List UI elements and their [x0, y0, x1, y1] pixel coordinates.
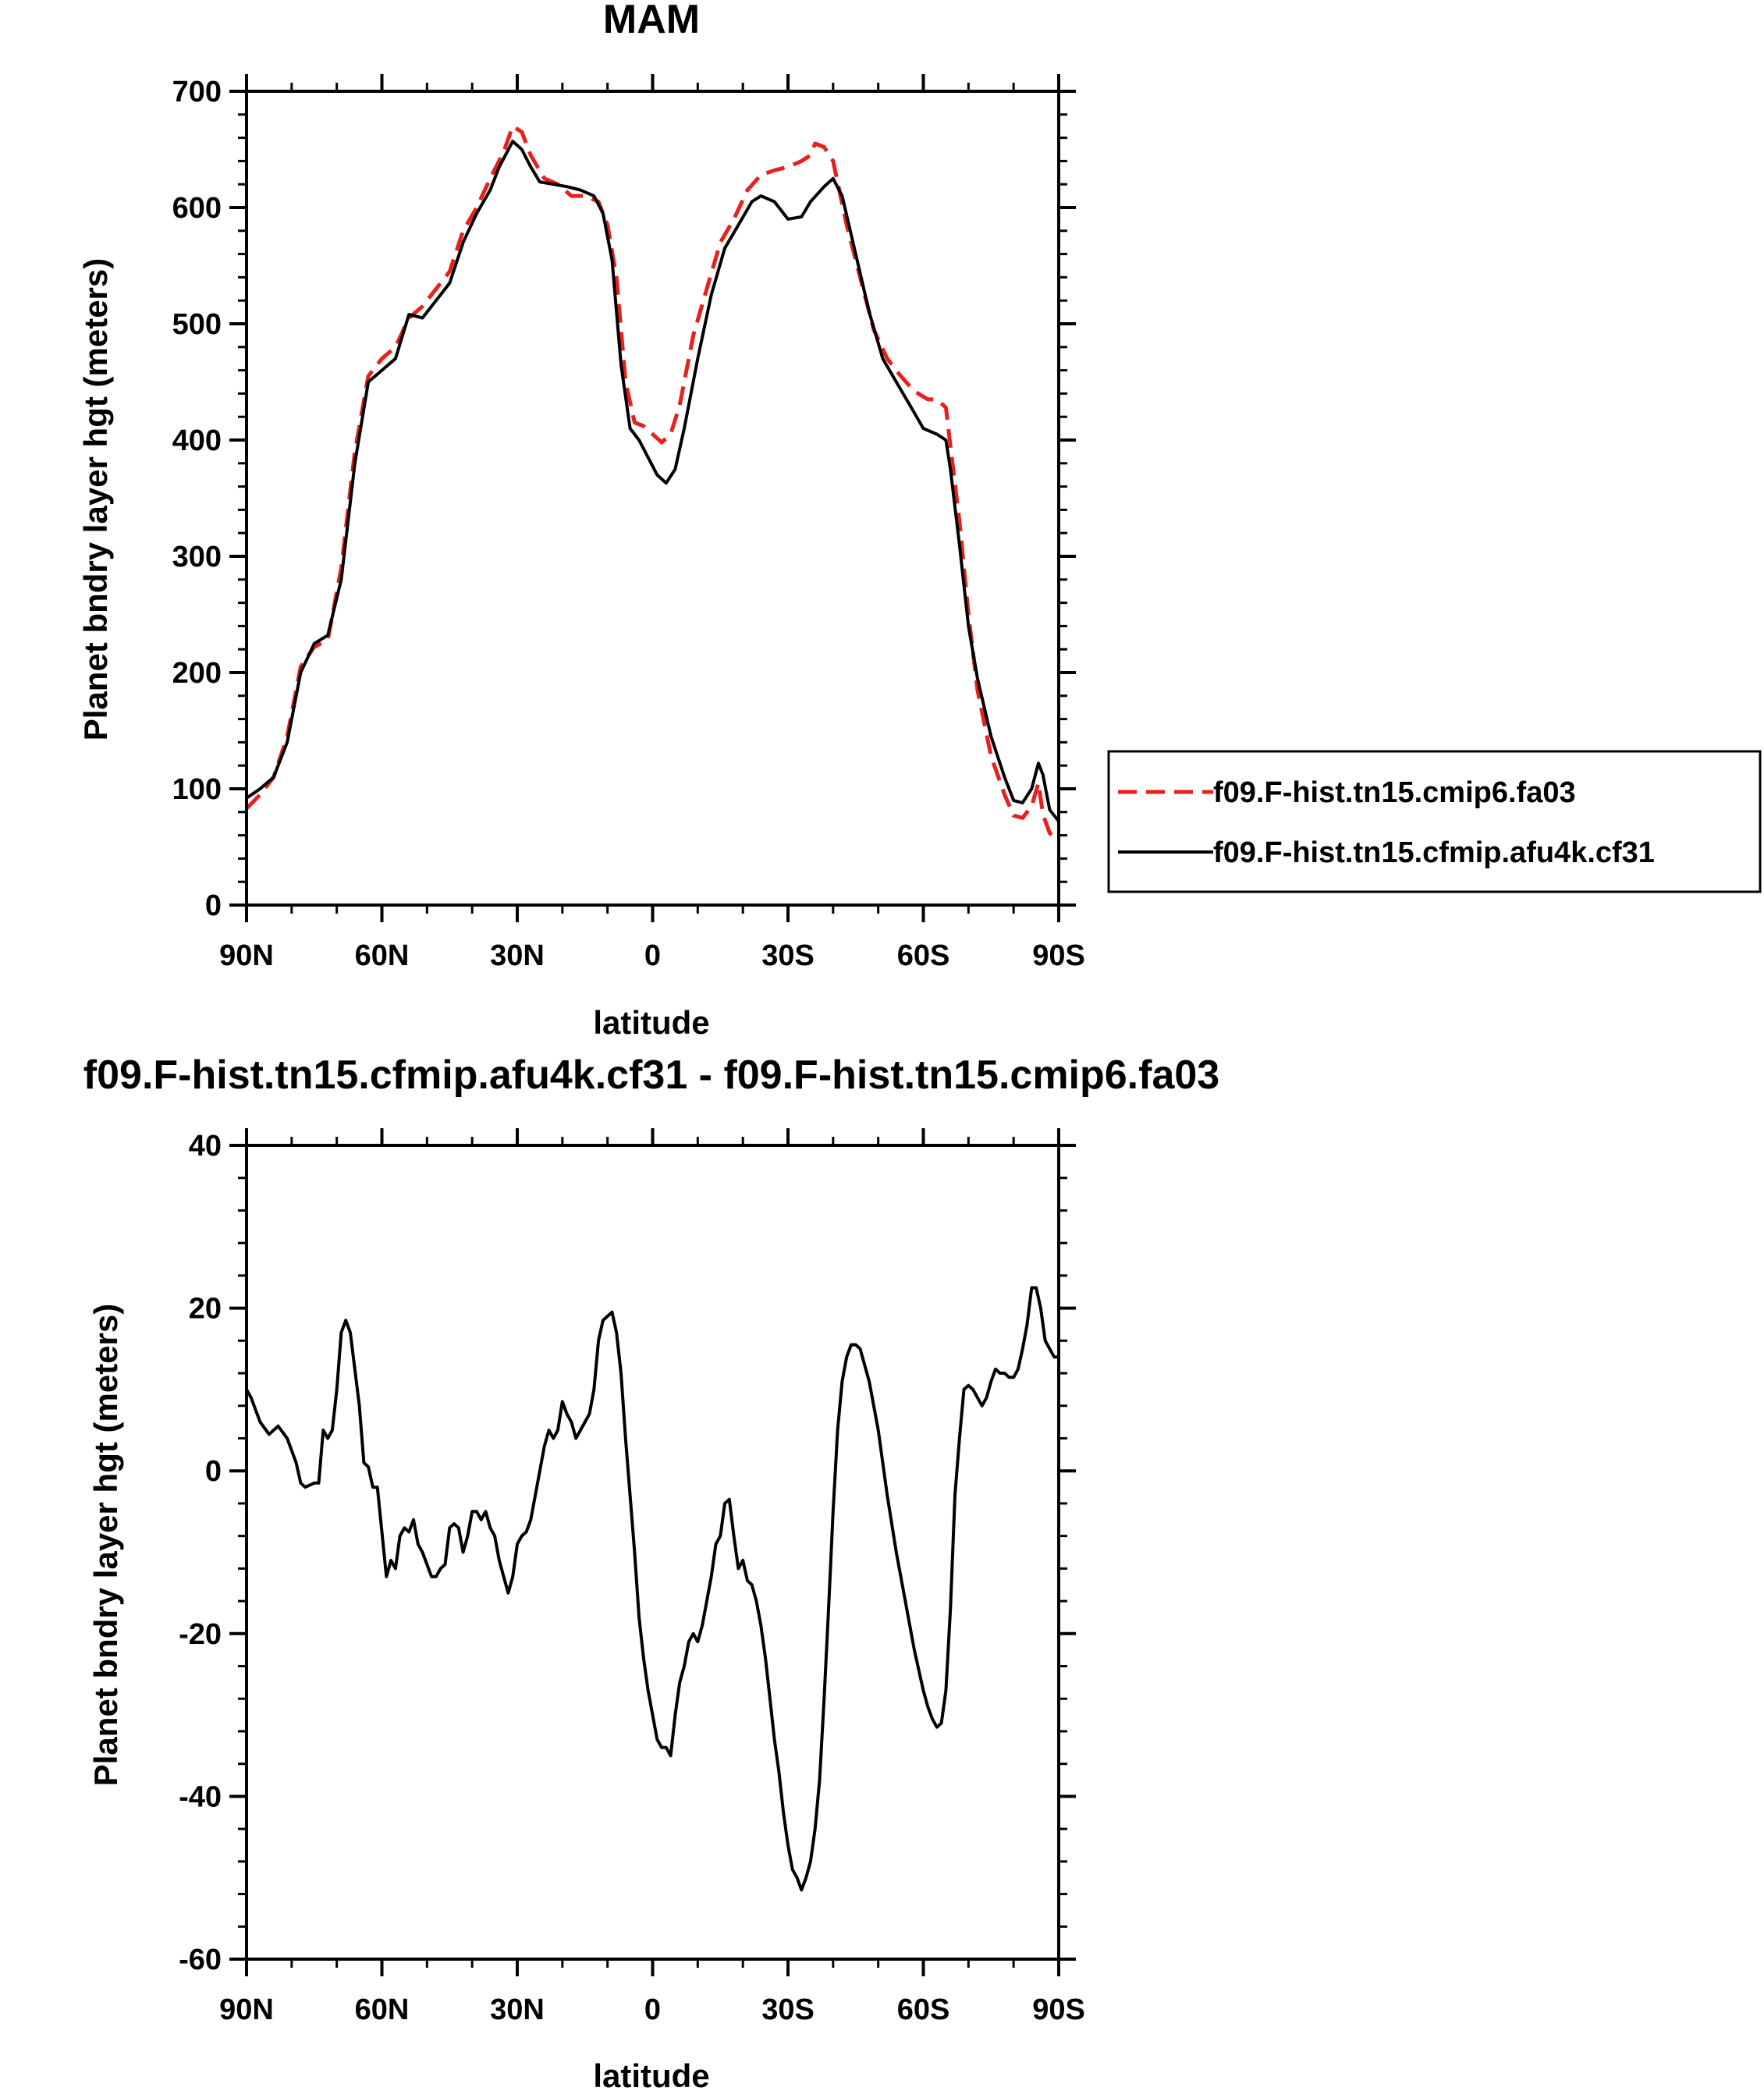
y-tick-label: 300: [172, 541, 222, 573]
y-tick-label: 0: [205, 1455, 222, 1488]
y-tick-label: 0: [205, 889, 222, 922]
x-tick-label: 60N: [355, 939, 410, 972]
chart-bottom-plot-frame: [245, 1144, 1060, 1961]
y-tick-label: -40: [179, 1780, 222, 1813]
y-tick-label: -20: [179, 1618, 222, 1651]
x-tick-label: 30N: [490, 1993, 545, 2026]
y-tick-label: 700: [172, 76, 222, 108]
series-line-1: [245, 1286, 1059, 1892]
y-tick-label: 400: [172, 424, 222, 457]
x-tick-label: 0: [644, 1993, 661, 2026]
x-tick-label: 30S: [761, 1993, 815, 2026]
chart-top: MAM 0 100 200 300 400 500 600 700 90N 60N 30N 0 30S…: [77, 0, 1085, 1041]
x-tick-label: 30N: [490, 939, 545, 972]
chart-top-axes: [229, 74, 1076, 922]
chart-top-lines: [245, 124, 1060, 843]
y-tick-label: 500: [172, 308, 222, 341]
chart-bottom-title: f09.F-hist.tn15.cfmip.afu4k.cf31 - f09.F…: [83, 1053, 1219, 1098]
series-line-2: [245, 140, 1060, 822]
series-line-1: [245, 124, 1060, 843]
chart-top-y-tick-labels: 0 100 200 300 400 500 600 700: [172, 76, 222, 922]
chart-bottom-y-tick-labels: -60 -40 -20 0 20 40: [179, 1130, 222, 1976]
chart-bottom-lines: [245, 1286, 1059, 1892]
chart-top-title: MAM: [603, 0, 700, 42]
chart-bottom-x-axis-label: latitude: [593, 2057, 709, 2091]
x-tick-label: 60S: [897, 939, 950, 972]
x-tick-label: 0: [644, 939, 661, 972]
x-tick-label: 90N: [219, 939, 274, 972]
x-tick-label: 60N: [355, 1993, 410, 2026]
x-tick-label: 90S: [1032, 939, 1085, 972]
chart-top-plot-frame: [245, 90, 1060, 907]
x-tick-label: 60S: [897, 1993, 950, 2026]
y-tick-label: -60: [179, 1944, 222, 1976]
chart-top-x-axis-label: latitude: [593, 1004, 709, 1041]
y-tick-label: 40: [189, 1130, 222, 1163]
legend-label-series-2: f09.F-hist.tn15.cfmip.afu4k.cf31: [1213, 836, 1655, 869]
y-tick-label: 600: [172, 192, 222, 225]
legend-label-series-1: f09.F-hist.tn15.cmip6.fa03: [1213, 776, 1576, 809]
chart-top-x-tick-labels: 90N 60N 30N 0 30S 60S 90S: [219, 939, 1085, 972]
x-tick-label: 30S: [761, 939, 815, 972]
x-tick-label: 90N: [219, 1993, 274, 2026]
y-tick-label: 20: [189, 1293, 222, 1326]
y-tick-label: 100: [172, 773, 222, 806]
chart-top-y-axis-label: Planet bndry layer hgt (meters): [77, 258, 114, 741]
chart-bottom-y-axis-label: Planet bndry layer hgt (meters): [87, 1304, 124, 1787]
chart-bottom: f09.F-hist.tn15.cfmip.afu4k.cf31 - f09.F…: [83, 1053, 1219, 2091]
y-tick-label: 200: [172, 657, 222, 690]
legend-box: [1107, 750, 1762, 893]
chart-top-legend: f09.F-hist.tn15.cmip6.fa03 f09.F-hist.tn…: [1107, 750, 1762, 893]
chart-bottom-axes: [229, 1128, 1076, 1976]
chart-bottom-x-tick-labels: 90N 60N 30N 0 30S 60S 90S: [219, 1993, 1085, 2026]
x-tick-label: 90S: [1032, 1993, 1085, 2026]
